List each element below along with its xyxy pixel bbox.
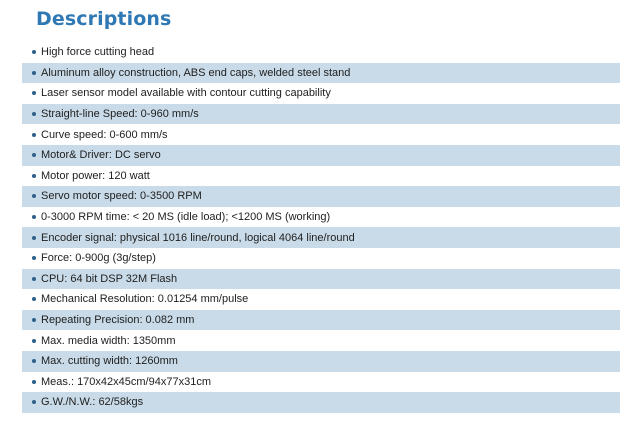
spec-item: Repeating Precision: 0.082 mm bbox=[22, 309, 620, 331]
spec-item: Mechanical Resolution: 0.01254 mm/pulse bbox=[22, 289, 620, 310]
spec-text: Max. media width: 1350mm bbox=[41, 334, 176, 347]
bullet-icon bbox=[32, 235, 36, 240]
spec-item: CPU: 64 bit DSP 32M Flash bbox=[22, 268, 620, 290]
bullet-icon bbox=[32, 338, 36, 343]
spec-text: Motor power: 120 watt bbox=[41, 169, 150, 182]
spec-text: Max. cutting width: 1260mm bbox=[41, 355, 178, 368]
bullet-icon bbox=[32, 215, 36, 220]
spec-text: Force: 0-900g (3g/step) bbox=[41, 252, 156, 265]
bullet-icon bbox=[32, 91, 36, 96]
spec-item: Straight-line Speed: 0-960 mm/s bbox=[22, 103, 620, 125]
bullet-icon bbox=[32, 276, 36, 281]
spec-item: Force: 0-900g (3g/step) bbox=[22, 248, 620, 269]
spec-text: Servo motor speed: 0-3500 RPM bbox=[41, 190, 202, 203]
spec-text: Mechanical Resolution: 0.01254 mm/pulse bbox=[41, 293, 249, 306]
spec-text: 0-3000 RPM time: < 20 MS (idle load); <1… bbox=[41, 211, 331, 224]
bullet-icon bbox=[32, 256, 36, 261]
spec-text: High force cutting head bbox=[41, 46, 155, 59]
spec-item: Meas.: 170x42x45cm/94x77x31cm bbox=[22, 372, 620, 393]
bullet-icon bbox=[32, 359, 36, 364]
spec-item: 0-3000 RPM time: < 20 MS (idle load); <1… bbox=[22, 207, 620, 228]
spec-text: Straight-line Speed: 0-960 mm/s bbox=[41, 108, 199, 121]
bullet-icon bbox=[32, 173, 36, 178]
spec-text: Motor& Driver: DC servo bbox=[41, 149, 161, 162]
spec-list: High force cutting head Aluminum alloy c… bbox=[22, 42, 620, 413]
page-title: Descriptions bbox=[36, 8, 172, 30]
spec-item: G.W./N.W.: 62/58kgs bbox=[22, 392, 620, 413]
spec-item: Encoder signal: physical 1016 line/round… bbox=[22, 227, 620, 248]
spec-text: Aluminum alloy construction, ABS end cap… bbox=[41, 66, 351, 79]
spec-item: Motor power: 120 watt bbox=[22, 166, 620, 187]
spec-text: G.W./N.W.: 62/58kgs bbox=[41, 396, 144, 409]
bullet-icon bbox=[32, 70, 36, 75]
spec-text: Encoder signal: physical 1016 line/round… bbox=[41, 231, 355, 244]
bullet-icon bbox=[32, 297, 36, 302]
spec-item: Curve speed: 0-600 mm/s bbox=[22, 124, 620, 145]
bullet-icon bbox=[32, 112, 36, 117]
spec-item: Laser sensor model available with contou… bbox=[22, 83, 620, 104]
spec-text: Repeating Precision: 0.082 mm bbox=[41, 314, 195, 327]
bullet-icon bbox=[32, 194, 36, 199]
spec-text: Curve speed: 0-600 mm/s bbox=[41, 128, 168, 141]
bullet-icon bbox=[32, 379, 36, 384]
spec-item: Max. media width: 1350mm bbox=[22, 330, 620, 351]
bullet-icon bbox=[32, 132, 36, 137]
bullet-icon bbox=[32, 400, 36, 405]
spec-item: Servo motor speed: 0-3500 RPM bbox=[22, 186, 620, 207]
spec-text: Laser sensor model available with contou… bbox=[41, 87, 331, 100]
spec-item: High force cutting head bbox=[22, 42, 620, 63]
spec-text: CPU: 64 bit DSP 32M Flash bbox=[41, 272, 178, 285]
spec-item: Aluminum alloy construction, ABS end cap… bbox=[22, 62, 620, 84]
bullet-icon bbox=[32, 318, 36, 323]
spec-item: Max. cutting width: 1260mm bbox=[22, 350, 620, 372]
bullet-icon bbox=[32, 50, 36, 55]
spec-text: Meas.: 170x42x45cm/94x77x31cm bbox=[41, 375, 211, 388]
bullet-icon bbox=[32, 153, 36, 158]
spec-item: Motor& Driver: DC servo bbox=[22, 144, 620, 166]
